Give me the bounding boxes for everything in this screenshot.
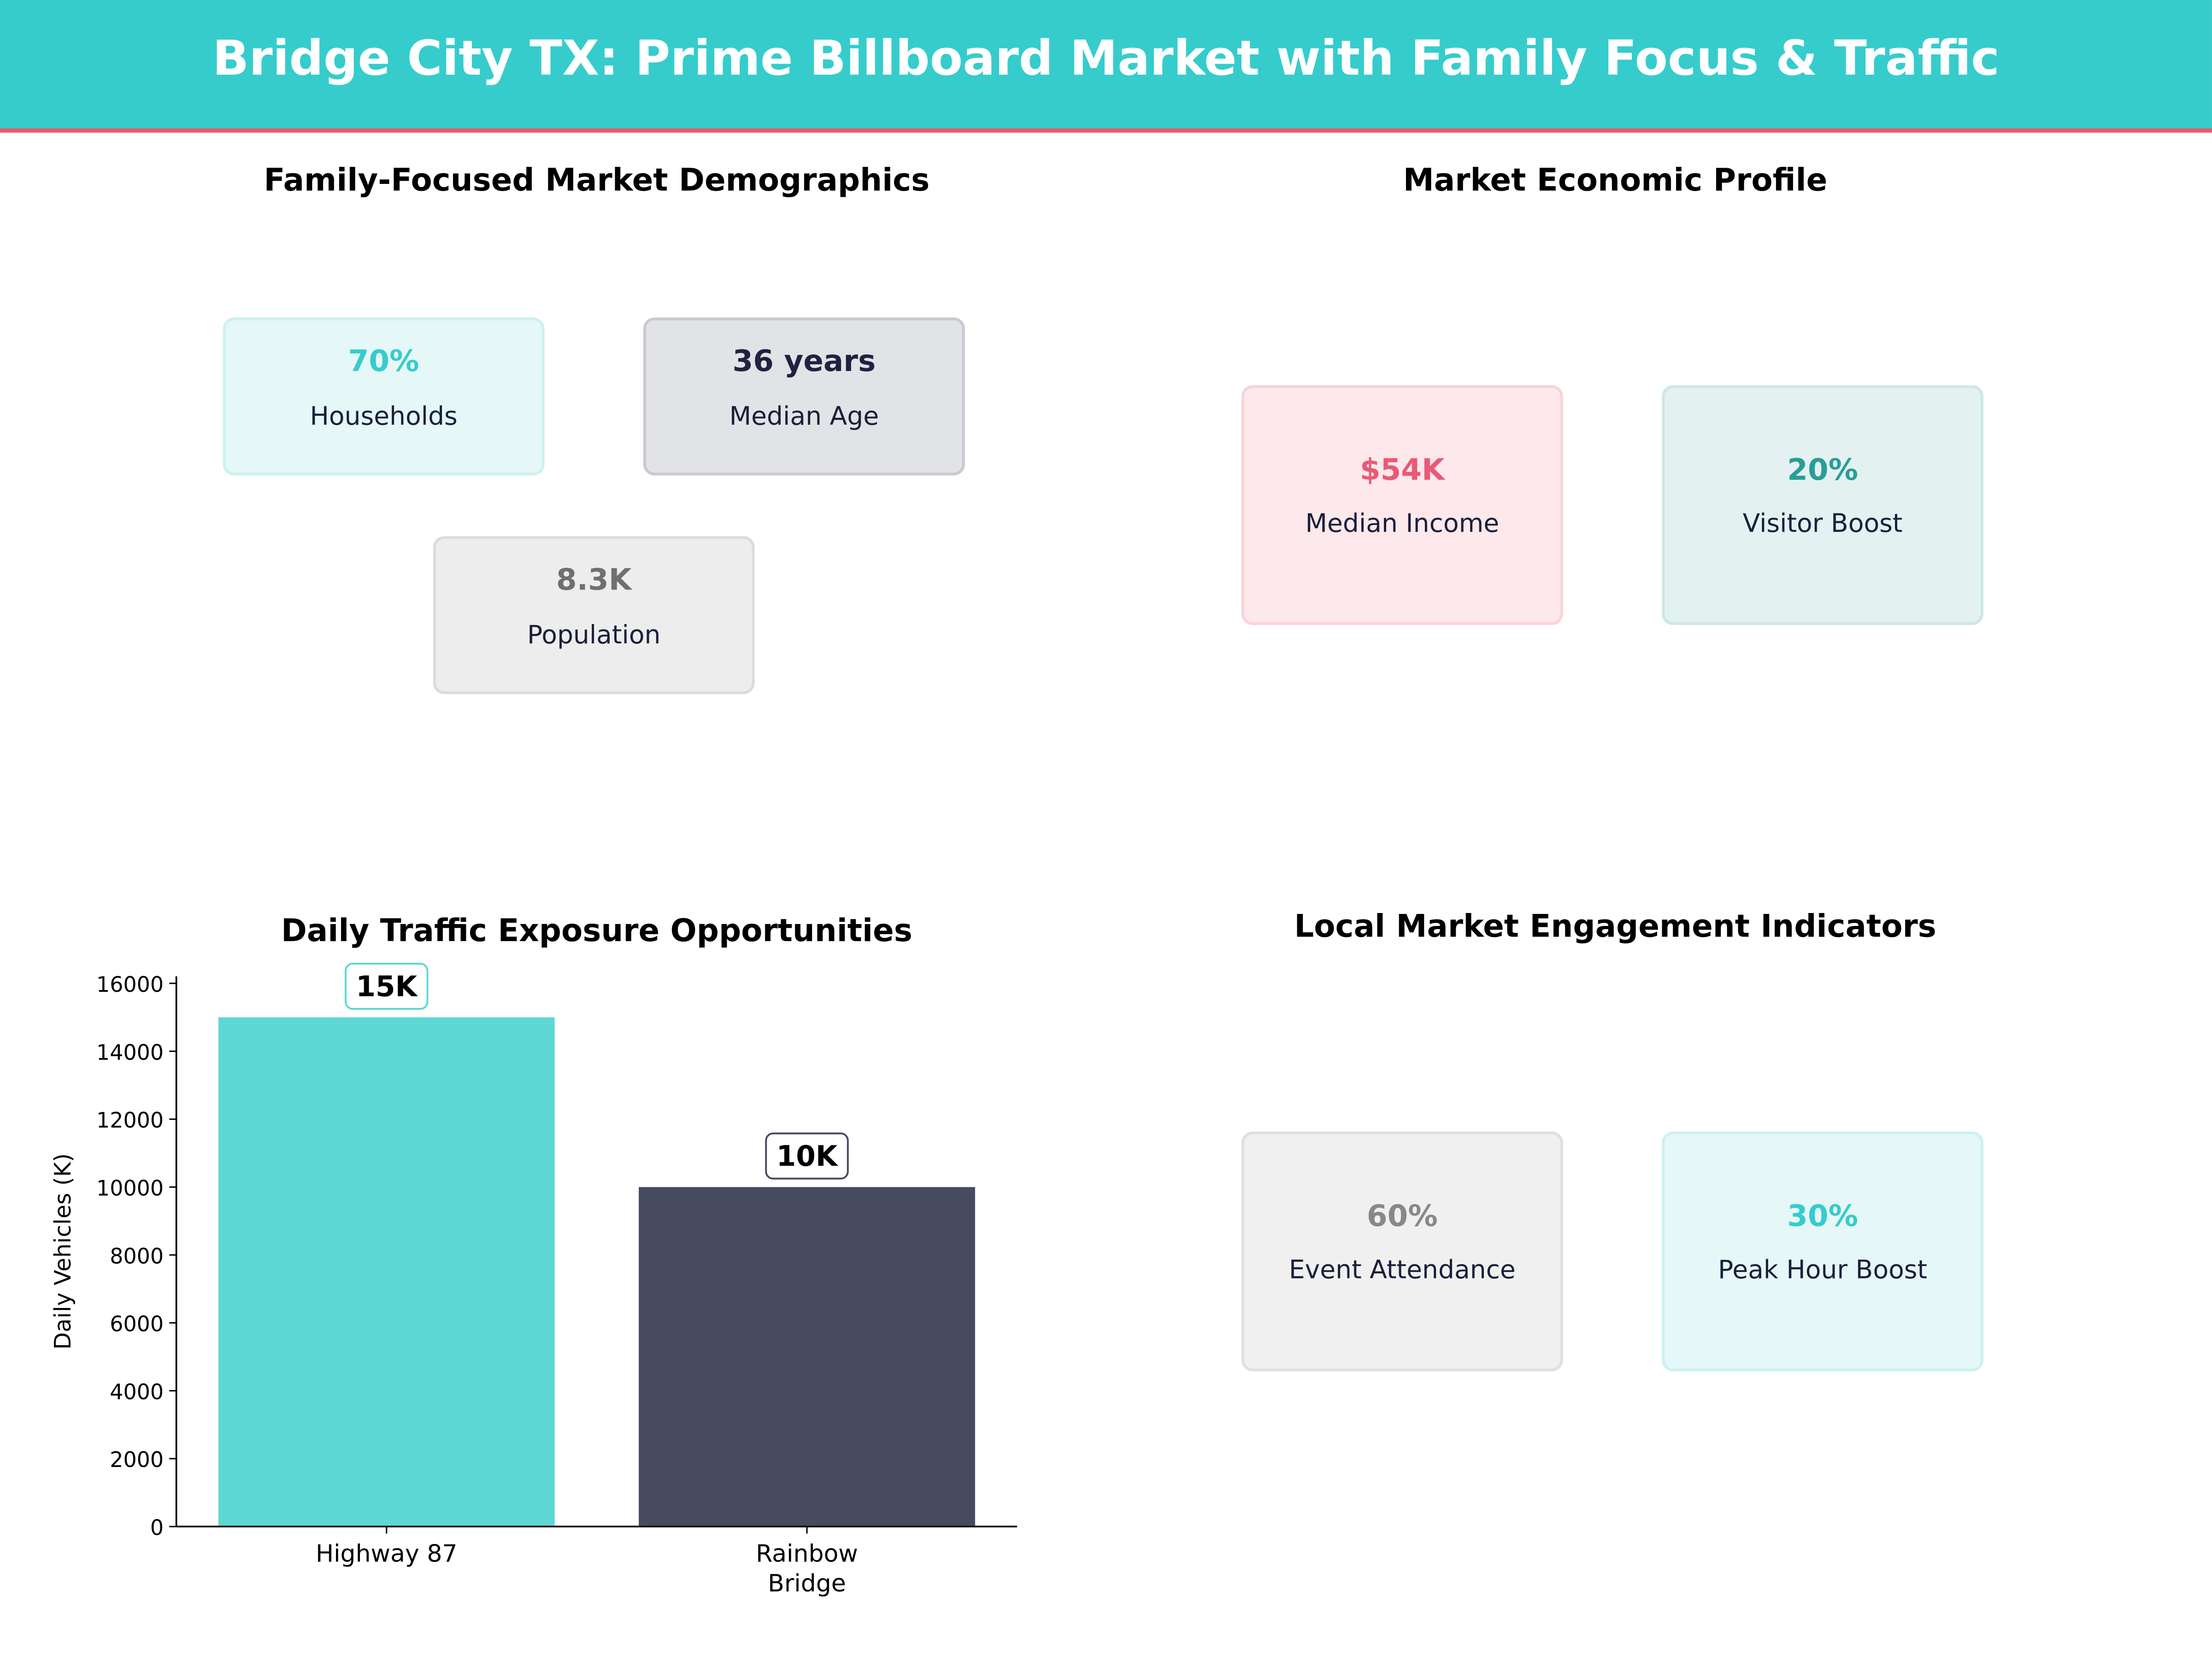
peak-hour-card: 30% Peak Hour Boost [1662,1131,1984,1372]
median-age-card: 36 years Median Age [643,317,965,476]
x-tick-label-0: Highway 87 [316,1540,458,1568]
y-tick-label: 10000 [96,1176,164,1201]
header-banner: Bridge City TX: Prime Billboard Market w… [0,0,2212,133]
page-title: Bridge City TX: Prime Billboard Market w… [212,31,2000,88]
median-age-label: Median Age [729,402,879,432]
median-age-value: 36 years [732,344,876,378]
demographics-title: Family-Focused Market Demographics [264,164,930,199]
traffic-bar-chart: Daily Traffic Exposure Opportunities Dai… [50,912,1018,1597]
bar-1 [639,1187,975,1527]
y-tick-label: 6000 [110,1312,164,1337]
population-label: Population [527,620,661,651]
data-label-box-0 [345,963,429,1010]
y-axis-label: Daily Vehicles (K) [50,1153,76,1349]
x-tick-label-1: Rainbow [756,1540,858,1568]
households-value: 70% [348,344,419,378]
households-card: 70% Households [223,317,545,476]
visitor-boost-value: 20% [1787,453,1858,487]
event-attendance-card: 60% Event Attendance [1241,1131,1563,1372]
data-label-1: 10K [777,1140,839,1173]
y-tick-label: 16000 [96,972,164,997]
economic-title: Market Economic Profile [1403,164,1828,199]
population-card: 8.3K Population [433,536,755,695]
y-tick-label: 0 [150,1515,164,1540]
data-label-box-1 [765,1132,849,1180]
households-label: Households [310,402,458,432]
median-income-label: Median Income [1305,509,1500,539]
visitor-boost-card: 20% Visitor Boost [1662,385,1984,625]
engagement-title: Local Market Engagement Indicators [1294,910,1936,946]
population-value: 8.3K [556,563,632,597]
y-tick-label: 4000 [110,1379,164,1404]
y-tick-label: 2000 [110,1447,164,1472]
median-income-card: $54K Median Income [1241,385,1563,625]
chart-title: Daily Traffic Exposure Opportunities [281,912,912,948]
x-tick-label-1: Bridge [768,1570,846,1597]
bar-0 [218,1017,555,1527]
event-attendance-label: Event Attendance [1288,1255,1516,1285]
peak-hour-label: Peak Hour Boost [1718,1255,1928,1285]
visitor-boost-label: Visitor Boost [1742,509,1903,539]
median-income-value: $54K [1359,453,1445,487]
y-tick-label: 12000 [96,1108,164,1133]
peak-hour-value: 30% [1787,1199,1858,1233]
y-tick-label: 14000 [96,1040,164,1065]
y-tick-label: 8000 [110,1243,164,1268]
event-attendance-value: 60% [1366,1199,1438,1233]
data-label-0: 15K [356,970,418,1003]
